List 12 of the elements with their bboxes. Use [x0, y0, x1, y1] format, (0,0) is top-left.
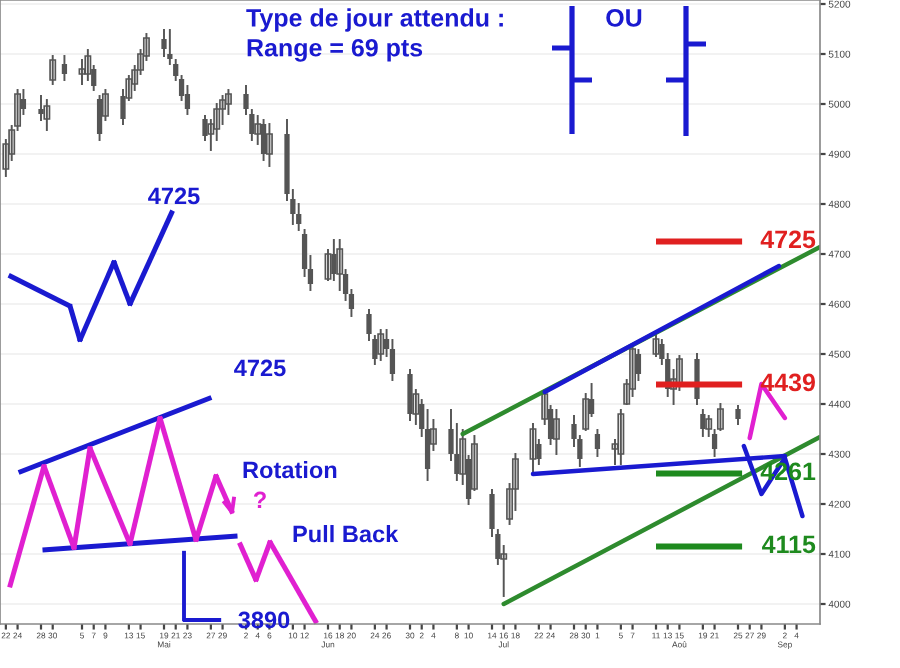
ref-line-label: 4439 — [760, 373, 815, 392]
ref-line-label: 4115 — [762, 535, 816, 554]
annotation: 3890 — [238, 611, 290, 629]
annotation: Rotation — [243, 460, 337, 479]
annotation: ? — [253, 491, 266, 509]
annotation: Type de jour attendu : — [246, 8, 503, 32]
ref-line-label: 4725 — [760, 230, 816, 249]
annotation: OU — [606, 9, 642, 27]
annotation: Pull Back — [293, 524, 399, 543]
annotation: 4725 — [234, 359, 286, 377]
annotation: 4725 — [148, 187, 200, 205]
annotation: Range = 69 pts — [247, 38, 423, 62]
